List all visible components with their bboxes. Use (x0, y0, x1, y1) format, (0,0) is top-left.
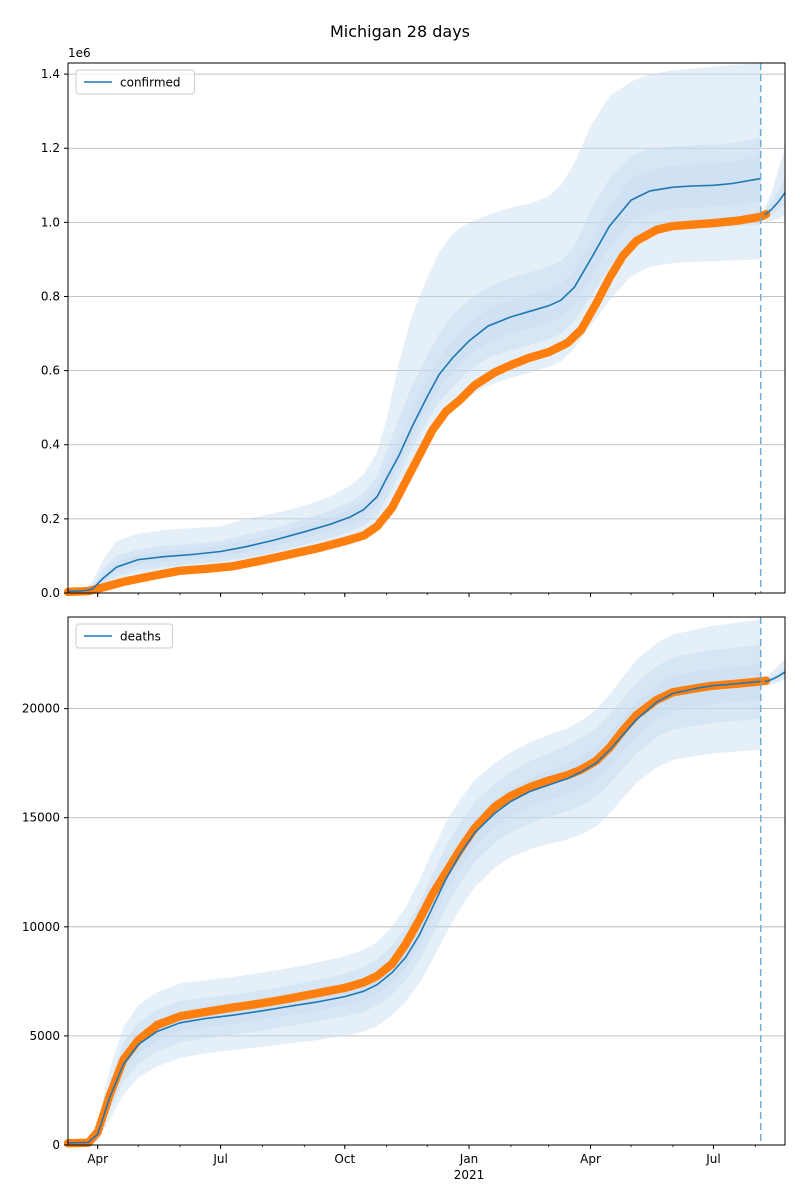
x-tick-label: Jan (459, 1152, 479, 1166)
y-tick-label: 0.4 (41, 438, 60, 452)
uncertainty-band-outer (68, 63, 761, 593)
legend-box (75, 69, 196, 95)
forecast-band-inner (764, 177, 785, 219)
x-tick-label: Jul (705, 1152, 720, 1166)
plot-frame (67, 62, 786, 594)
legend-label: confirmed (120, 76, 181, 90)
y-tick-label: 0.0 (41, 586, 60, 600)
forecast-line-confirmed (764, 192, 786, 216)
y-tick-label: 10000 (22, 920, 60, 934)
chart-panel-confirmed: 0.0 0.2 0.4 0.6 0.8 1.0 1.2 1.4 1e6 confirmed (41, 46, 786, 600)
model-line-confirmed (68, 177, 761, 592)
y-tick-label: 5000 (29, 1029, 60, 1043)
y-tick-label: 0 (52, 1138, 60, 1152)
model-line-deaths (67, 680, 761, 1144)
uncertainty-band-inner (68, 663, 761, 1144)
forecast-line-deaths (764, 671, 786, 683)
x-tick-label: Jul (212, 1152, 227, 1166)
legend-label: deaths (120, 630, 161, 644)
chart-panel-deaths: 0 5000 10000 15000 20000 Apr Jul Oct Jan Apr Jul 20… (22, 616, 786, 1182)
plot-frame (67, 616, 786, 1146)
y-tick-label: 0.8 (41, 289, 60, 303)
uncertainty-band-middle (68, 137, 761, 593)
y-tick-label: 1.4 (41, 67, 60, 81)
y-tick-label: 1.2 (41, 141, 60, 155)
x-tick-label: Apr (87, 1152, 108, 1166)
y-tick-label: 15000 (22, 811, 60, 825)
legend-deaths: deaths (75, 623, 173, 649)
y-tick-label: 0.2 (41, 512, 60, 526)
y-tick-label: 20000 (22, 702, 60, 716)
observed-series (63, 676, 771, 1148)
x-year-label: 2021 (454, 1168, 485, 1182)
y-tick-label: 1.0 (41, 215, 60, 229)
figure-title: Michigan 28 days (329, 22, 471, 41)
y-tick-label: 0.6 (41, 364, 60, 378)
x-tick-label: Apr (580, 1152, 601, 1166)
x-tick-label: Oct (334, 1152, 355, 1166)
legend-box (75, 623, 173, 649)
y-offset-label: 1e6 (68, 46, 91, 60)
legend-confirmed: confirmed (75, 69, 196, 95)
